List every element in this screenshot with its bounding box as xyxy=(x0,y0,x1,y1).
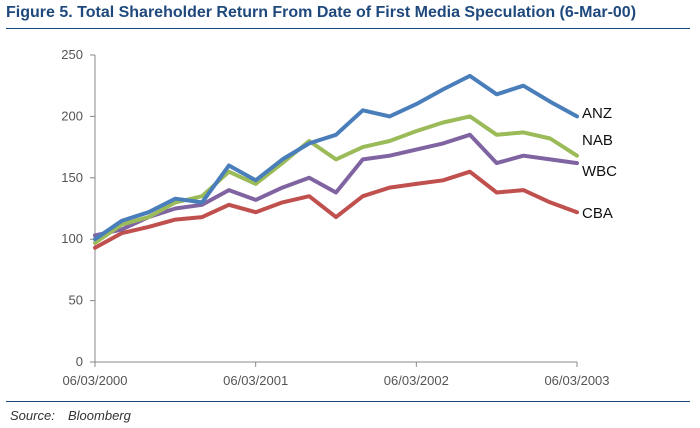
series-line-anz xyxy=(93,73,579,242)
source-label: Source: xyxy=(10,408,55,423)
y-tick-label: 0 xyxy=(76,354,83,369)
series-label-nab: NAB xyxy=(582,132,613,149)
series-label-wbc: WBC xyxy=(582,163,617,180)
x-tick-label: 06/03/2000 xyxy=(62,373,127,388)
x-tick-label: 06/03/2003 xyxy=(544,373,609,388)
footer-rule xyxy=(6,401,690,402)
y-tick-label: 200 xyxy=(61,108,83,123)
chart-series xyxy=(93,73,579,250)
series-line-cba xyxy=(93,169,579,250)
x-tick-label: 06/03/2002 xyxy=(384,373,449,388)
chart-axes: 0 50 100 150 200 250 06/03/2000 06/03/2001 06/03… xyxy=(61,47,609,388)
series-label-cba: CBA xyxy=(582,205,613,222)
y-tick-label: 150 xyxy=(61,170,83,185)
series-label-anz: ANZ xyxy=(582,105,612,122)
series-line-nab xyxy=(93,114,579,245)
source-value: Bloomberg xyxy=(68,408,131,423)
series-line-wbc xyxy=(93,132,579,238)
y-tick-label: 100 xyxy=(61,231,83,246)
y-tick-label: 50 xyxy=(69,293,83,308)
figure-title: Figure 5. Total Shareholder Return From … xyxy=(6,4,637,21)
y-tick-label: 250 xyxy=(61,47,83,62)
title-rule xyxy=(6,28,690,29)
source-note: Source: Bloomberg xyxy=(10,408,131,423)
chart-labels: ANZ NAB WBC CBA xyxy=(582,105,617,222)
x-tick-label: 06/03/2001 xyxy=(223,373,288,388)
